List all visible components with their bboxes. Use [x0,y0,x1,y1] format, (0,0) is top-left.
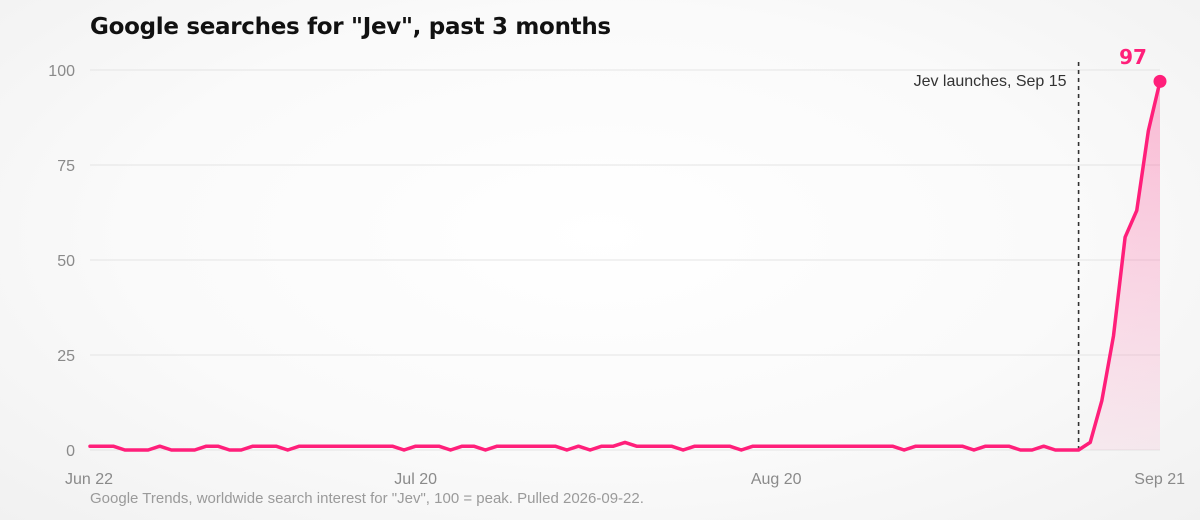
x-tick-label: Aug 20 [751,471,802,488]
x-tick-label: Sep 21 [1134,471,1185,488]
x-axis: Jun 22 Jul 20 Aug 20 Sep 21 [65,471,1185,488]
launch-annotation: Jev launches, Sep 15 [914,73,1067,90]
x-tick-label: Jul 20 [394,471,437,488]
chart-title: Google searches for "Jev", past 3 months [90,14,611,40]
y-tick-label: 50 [57,253,75,270]
y-axis: 0 25 50 75 100 [48,63,75,460]
peak-point [1153,74,1167,88]
series-line [88,79,1162,452]
y-tick-label: 25 [57,348,75,365]
y-tick-label: 100 [48,63,75,80]
y-tick-label: 0 [66,443,75,460]
source-caption: Google Trends, worldwide search interest… [90,490,644,507]
x-tick-label: Jun 22 [65,471,113,488]
y-tick-label: 75 [57,158,75,175]
series-area-fill [1090,81,1160,451]
gridlines [90,69,1160,451]
peak-label: 97 [1119,45,1147,69]
